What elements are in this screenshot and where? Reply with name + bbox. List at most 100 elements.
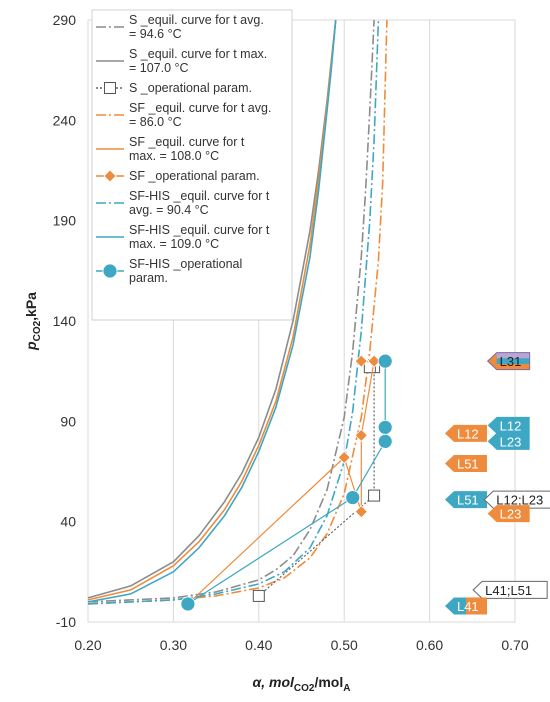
legend-label: SF _operational param.: [129, 169, 260, 183]
y-tick-label: 240: [53, 112, 77, 128]
x-tick-label: 0.70: [501, 637, 528, 653]
plot-frame: [87, 19, 516, 623]
annotation-tag: L31: [486, 352, 531, 371]
tag-label: L41: [457, 599, 479, 614]
annotation-tag: L23: [487, 505, 530, 523]
series-2: [87, 19, 388, 605]
x-tick-label: 0.20: [74, 637, 101, 653]
tag-label: L23: [500, 507, 522, 522]
legend-label: SF-HIS _operational: [129, 257, 242, 271]
annotation-tag: L12: [444, 424, 487, 442]
series-5: [87, 19, 337, 603]
series-line: [87, 19, 375, 603]
axes: 0.20 0.30 0.40 0.50 0.60 0.70 -10 40 90 140 190 240…: [23, 12, 529, 694]
tag-label: L41;L51: [485, 583, 532, 598]
y-tick-label: -10: [56, 614, 76, 630]
series-line: [187, 361, 386, 605]
tag-shape: [444, 424, 487, 442]
legend-label: S _equil. curve for t max.: [129, 47, 267, 61]
legend-label: SF-HIS _equil. curve for t: [129, 189, 270, 203]
series-line: [258, 366, 375, 597]
tag-border: [486, 352, 531, 371]
legend-label: = 86.0 °C: [129, 115, 182, 129]
legend-box: [91, 9, 293, 321]
series-layer: [87, 19, 393, 612]
annotation-tag: L51: [444, 491, 487, 509]
diamond-marker: [354, 354, 368, 368]
annotation-tag: L41: [444, 597, 487, 615]
y-tick-label: 140: [53, 313, 77, 329]
annotation-tag: L12;L23: [483, 490, 550, 509]
legend-label: SF _equil. curve for t avg.: [129, 101, 271, 115]
series-line: [87, 19, 388, 605]
x-axis-title: α, molCO2/molA: [253, 674, 351, 694]
x-tick-label: 0.40: [245, 637, 272, 653]
tag-label: L12: [457, 426, 479, 441]
legend-label: param.: [129, 271, 168, 285]
y-tick-label: 190: [53, 213, 77, 229]
tag-stripe: [496, 352, 530, 359]
legend-item: SF _operational param.: [96, 169, 260, 183]
legend-label: = 107.0 °C: [129, 61, 189, 75]
y-tick-label: 90: [60, 413, 76, 429]
annotation-tag: L12: [487, 416, 530, 434]
legend-label: S _equil. curve for t avg.: [129, 13, 264, 27]
square-marker: [104, 82, 116, 94]
legend-item: S _equil. curve for t avg.= 94.6 °C: [96, 13, 264, 41]
legend-label: max. = 109.0 °C: [129, 237, 219, 251]
annotation-tag: L41;L51: [472, 580, 548, 599]
legend-label: SF-HIS _equil. curve for t: [129, 223, 270, 237]
tag-shape: [444, 491, 487, 509]
annotation-tag: L23: [487, 432, 530, 450]
legend-label: avg. = 90.4 °C: [129, 203, 209, 217]
annotation-tag: L51: [444, 454, 487, 472]
tag-label: L12: [500, 418, 522, 433]
series-line: [87, 19, 337, 603]
square-marker: [368, 489, 381, 502]
circle-marker: [377, 353, 393, 369]
square-marker: [252, 589, 265, 602]
y-axis-title: pCO2,kPa: [23, 292, 43, 351]
legend-item: SF _equil. curve for t avg.= 86.0 °C: [96, 101, 271, 129]
tag-shape: [487, 416, 530, 434]
circle-marker: [377, 433, 393, 449]
series-4: [87, 19, 380, 605]
tag-label: L51: [457, 456, 479, 471]
diamond-marker: [103, 169, 117, 183]
tag-shape: [487, 505, 530, 523]
y-tick-label: 40: [60, 514, 76, 530]
y-tick-label: 290: [53, 12, 77, 28]
circle-marker: [345, 490, 361, 505]
tag-label: L31: [500, 354, 522, 369]
circle-marker: [102, 263, 118, 279]
legend-item: S _equil. curve for t max.= 107.0 °C: [96, 47, 267, 75]
series-7: [181, 354, 381, 611]
legend-label: = 94.6 °C: [129, 27, 182, 41]
diamond-marker: [337, 450, 351, 465]
legend-label: max. = 108.0 °C: [129, 149, 219, 163]
circle-marker: [180, 596, 196, 612]
tag-shape: [444, 454, 487, 472]
diamond-marker: [354, 505, 368, 519]
x-tick-label: 0.30: [160, 637, 187, 653]
tag-label: L12;L23: [496, 493, 543, 508]
x-tick-label: 0.50: [331, 637, 358, 653]
tag-label: L51: [457, 493, 479, 508]
tag-shape: [487, 432, 530, 450]
series-0: [87, 19, 375, 603]
tag-stripe: [496, 358, 530, 364]
tag-label: L23: [500, 434, 522, 449]
legend-label: SF _equil. curve for t: [129, 135, 245, 149]
diamond-marker: [354, 428, 368, 442]
series-line: [87, 19, 380, 605]
x-tick-label: 0.60: [416, 637, 443, 653]
legend-label: S _operational param.: [129, 81, 252, 95]
legend: S _equil. curve for t avg.= 94.6 °CS _eq…: [91, 9, 293, 321]
tag-shape: [483, 490, 550, 509]
tag-shape: [472, 580, 548, 599]
